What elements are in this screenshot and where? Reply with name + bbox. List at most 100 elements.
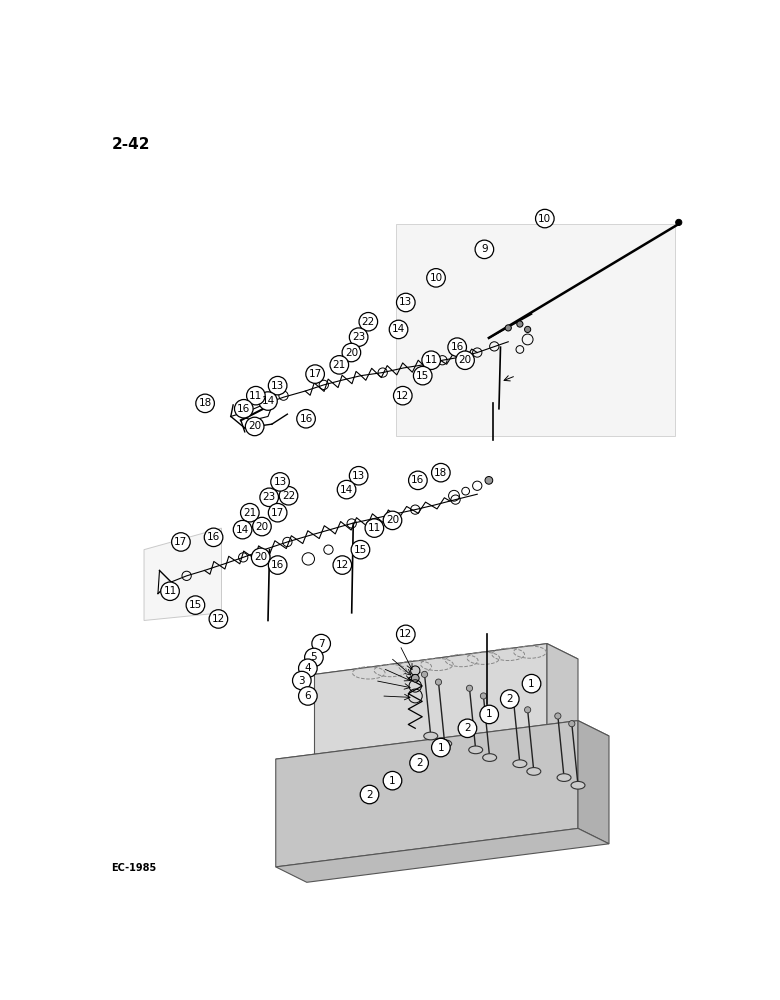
Circle shape xyxy=(396,293,415,312)
Circle shape xyxy=(312,634,331,653)
Text: 12: 12 xyxy=(399,629,413,639)
Text: 7: 7 xyxy=(318,639,324,649)
Text: 16: 16 xyxy=(411,475,424,485)
Circle shape xyxy=(409,471,427,490)
Circle shape xyxy=(485,477,493,484)
Circle shape xyxy=(524,326,530,333)
Circle shape xyxy=(268,503,287,522)
Circle shape xyxy=(246,417,264,436)
Circle shape xyxy=(480,693,487,699)
Text: 13: 13 xyxy=(271,381,284,391)
Circle shape xyxy=(511,699,517,705)
Circle shape xyxy=(383,771,402,790)
Circle shape xyxy=(299,687,317,705)
Circle shape xyxy=(456,351,474,369)
Text: 11: 11 xyxy=(164,586,176,596)
Text: 21: 21 xyxy=(333,360,346,370)
Polygon shape xyxy=(314,644,547,759)
Ellipse shape xyxy=(483,754,497,761)
Circle shape xyxy=(365,519,384,537)
Polygon shape xyxy=(144,528,222,620)
Circle shape xyxy=(360,785,379,804)
Circle shape xyxy=(292,671,311,690)
Circle shape xyxy=(209,610,228,628)
Circle shape xyxy=(186,596,204,614)
Text: 15: 15 xyxy=(189,600,202,610)
Circle shape xyxy=(268,556,287,574)
Text: 14: 14 xyxy=(261,396,275,406)
Circle shape xyxy=(427,269,445,287)
Text: 20: 20 xyxy=(345,348,358,358)
Text: 12: 12 xyxy=(212,614,225,624)
Text: 13: 13 xyxy=(352,471,365,481)
Polygon shape xyxy=(276,828,609,882)
Text: 16: 16 xyxy=(300,414,313,424)
Polygon shape xyxy=(276,721,578,867)
Text: 23: 23 xyxy=(263,492,276,502)
Circle shape xyxy=(296,410,315,428)
Text: 14: 14 xyxy=(340,485,353,495)
Text: EC-1985: EC-1985 xyxy=(112,863,157,873)
Text: 6: 6 xyxy=(304,691,311,701)
Polygon shape xyxy=(578,721,609,844)
Text: 3: 3 xyxy=(299,676,305,686)
Text: 20: 20 xyxy=(248,421,261,431)
Text: 20: 20 xyxy=(459,355,472,365)
Text: 1: 1 xyxy=(486,709,492,719)
Circle shape xyxy=(431,738,450,757)
Circle shape xyxy=(458,719,477,738)
Circle shape xyxy=(475,240,494,259)
Circle shape xyxy=(235,400,253,418)
Polygon shape xyxy=(396,224,675,436)
Circle shape xyxy=(351,540,370,559)
Circle shape xyxy=(569,721,575,727)
Circle shape xyxy=(393,386,412,405)
Ellipse shape xyxy=(571,781,585,789)
Circle shape xyxy=(389,320,408,339)
Circle shape xyxy=(333,556,352,574)
Circle shape xyxy=(480,705,498,724)
Polygon shape xyxy=(547,644,578,744)
Text: 17: 17 xyxy=(271,508,284,518)
Text: 11: 11 xyxy=(250,391,263,401)
Text: 22: 22 xyxy=(362,317,375,327)
Circle shape xyxy=(536,209,554,228)
Text: 22: 22 xyxy=(282,491,295,501)
Circle shape xyxy=(337,480,356,499)
Text: 1: 1 xyxy=(438,743,444,753)
Circle shape xyxy=(501,690,519,708)
Text: 10: 10 xyxy=(430,273,442,283)
Circle shape xyxy=(306,365,324,383)
Ellipse shape xyxy=(469,746,483,754)
Text: 2: 2 xyxy=(367,790,373,800)
Text: 15: 15 xyxy=(354,545,367,555)
Circle shape xyxy=(240,503,259,522)
Circle shape xyxy=(466,685,473,691)
Text: 2-42: 2-42 xyxy=(112,137,150,152)
Text: 1: 1 xyxy=(389,776,395,786)
Circle shape xyxy=(172,533,190,551)
Text: 20: 20 xyxy=(254,552,268,562)
Circle shape xyxy=(421,671,427,677)
Circle shape xyxy=(523,674,541,693)
Text: 20: 20 xyxy=(386,515,399,525)
Text: 16: 16 xyxy=(451,342,464,352)
Text: 18: 18 xyxy=(198,398,211,408)
Circle shape xyxy=(517,321,523,327)
Circle shape xyxy=(233,520,252,539)
Circle shape xyxy=(422,351,441,369)
Text: 16: 16 xyxy=(207,532,220,542)
Text: 2: 2 xyxy=(506,694,513,704)
Circle shape xyxy=(349,466,368,485)
Text: 18: 18 xyxy=(434,468,448,478)
Text: 16: 16 xyxy=(237,404,250,414)
Text: 12: 12 xyxy=(335,560,349,570)
Circle shape xyxy=(431,463,450,482)
Text: 13: 13 xyxy=(274,477,287,487)
Text: 14: 14 xyxy=(236,525,249,535)
Text: 17: 17 xyxy=(309,369,321,379)
Circle shape xyxy=(505,325,512,331)
Text: 13: 13 xyxy=(399,297,413,307)
Ellipse shape xyxy=(526,768,541,775)
Text: 9: 9 xyxy=(481,244,488,254)
